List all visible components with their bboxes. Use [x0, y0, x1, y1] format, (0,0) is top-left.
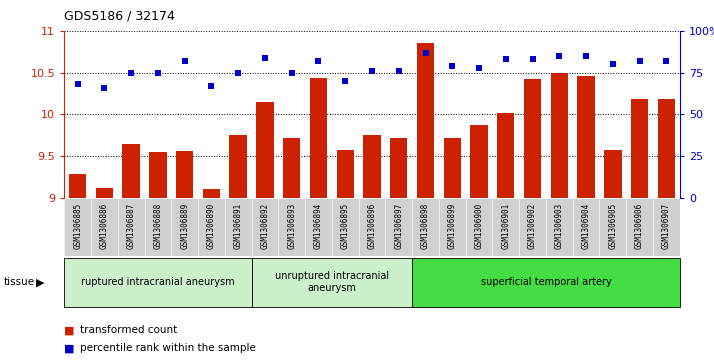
Bar — [471, 125, 488, 198]
Point — [179, 58, 191, 64]
Bar — [443, 138, 461, 198]
Point — [473, 65, 485, 70]
Text: GSM1306888: GSM1306888 — [154, 203, 162, 249]
Text: GSM1306885: GSM1306885 — [73, 203, 82, 249]
Point — [340, 78, 351, 84]
Bar — [631, 99, 648, 198]
Text: GSM1306895: GSM1306895 — [341, 203, 350, 249]
Text: percentile rank within the sample: percentile rank within the sample — [80, 343, 256, 354]
Point — [393, 68, 404, 74]
Point — [366, 68, 378, 74]
Point — [206, 83, 217, 89]
Text: GSM1306905: GSM1306905 — [608, 203, 618, 249]
Text: GSM1306894: GSM1306894 — [314, 203, 323, 249]
Bar — [524, 79, 541, 198]
Text: ruptured intracranial aneurysm: ruptured intracranial aneurysm — [81, 277, 235, 287]
Point — [660, 58, 672, 64]
Point — [580, 53, 592, 59]
Bar — [69, 175, 86, 198]
Text: GDS5186 / 32174: GDS5186 / 32174 — [64, 9, 175, 22]
Point — [152, 70, 164, 76]
Text: GSM1306903: GSM1306903 — [555, 203, 564, 249]
Text: ■: ■ — [64, 325, 75, 335]
Point — [313, 58, 324, 64]
Point — [446, 63, 458, 69]
Bar — [550, 73, 568, 198]
Text: tissue: tissue — [4, 277, 35, 287]
Bar — [390, 138, 408, 198]
Point — [259, 55, 271, 61]
Bar — [96, 188, 113, 198]
Text: ■: ■ — [64, 343, 75, 354]
Text: unruptured intracranial
aneurysm: unruptured intracranial aneurysm — [275, 272, 389, 293]
Text: GSM1306891: GSM1306891 — [233, 203, 243, 249]
Text: GSM1306898: GSM1306898 — [421, 203, 430, 249]
Point — [72, 81, 84, 87]
Point — [500, 56, 511, 62]
Bar — [497, 113, 515, 198]
Point — [99, 85, 110, 90]
Point — [634, 58, 645, 64]
Text: GSM1306893: GSM1306893 — [287, 203, 296, 249]
Text: GSM1306901: GSM1306901 — [501, 203, 511, 249]
Text: GSM1306906: GSM1306906 — [635, 203, 644, 249]
Text: GSM1306904: GSM1306904 — [582, 203, 590, 249]
Point — [420, 50, 431, 56]
Text: superficial temporal artery: superficial temporal artery — [481, 277, 611, 287]
Bar — [283, 138, 301, 198]
Text: GSM1306887: GSM1306887 — [126, 203, 136, 249]
Text: GSM1306890: GSM1306890 — [207, 203, 216, 249]
Point — [607, 61, 618, 67]
Bar — [149, 152, 166, 198]
Text: GSM1306899: GSM1306899 — [448, 203, 457, 249]
Text: GSM1306896: GSM1306896 — [368, 203, 376, 249]
Text: GSM1306907: GSM1306907 — [662, 203, 671, 249]
Bar — [256, 102, 273, 198]
Point — [527, 56, 538, 62]
Point — [233, 70, 244, 76]
Text: GSM1306892: GSM1306892 — [261, 203, 269, 249]
Text: GSM1306902: GSM1306902 — [528, 203, 537, 249]
Bar — [310, 78, 327, 198]
Text: GSM1306886: GSM1306886 — [100, 203, 109, 249]
Text: transformed count: transformed count — [80, 325, 177, 335]
Bar — [578, 76, 595, 198]
Text: GSM1306889: GSM1306889 — [180, 203, 189, 249]
Text: GSM1306900: GSM1306900 — [475, 203, 483, 249]
Bar — [203, 189, 220, 198]
Point — [286, 70, 298, 76]
Point — [126, 70, 137, 76]
Bar — [229, 135, 247, 198]
Bar — [604, 150, 621, 198]
Bar — [176, 151, 193, 198]
Text: GSM1306897: GSM1306897 — [394, 203, 403, 249]
Point — [553, 53, 565, 59]
Bar — [123, 143, 140, 198]
Text: ▶: ▶ — [36, 277, 44, 287]
Bar — [417, 44, 434, 198]
Bar — [658, 99, 675, 198]
Bar — [363, 135, 381, 198]
Bar — [336, 150, 354, 198]
